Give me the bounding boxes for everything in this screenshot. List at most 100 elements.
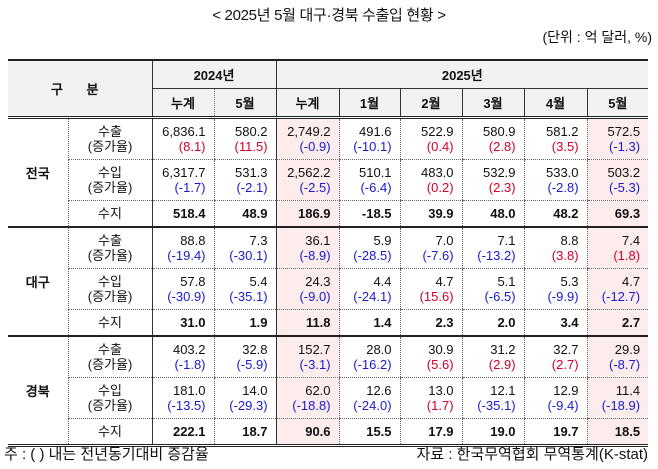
table-row-national-export: 전국 수출 (증가율) 6,836.1 (8.1) 580.2 (11.5) 2,749.2(… xyxy=(8,117,649,228)
import-cell: 57.8 (-30.9) xyxy=(151,268,215,310)
export-value: 7.3 xyxy=(249,233,268,248)
import-growth-rate: (0.2) xyxy=(426,180,454,195)
export-value: 32.8 xyxy=(242,342,268,357)
import-cell: 5.3 (-9.9) xyxy=(523,268,588,310)
import-value: 4.7 xyxy=(622,274,641,289)
export-cell: 7.3 (-30.1) xyxy=(213,227,277,269)
export-cell: 7.1 (-13.2) xyxy=(461,227,525,269)
import-value: 12.9 xyxy=(553,383,579,398)
import-label: 수입 (증가율) xyxy=(68,159,153,201)
import-cell: 181.0 (-13.5) xyxy=(151,377,215,419)
import-growth-rate: (-6.5) xyxy=(484,289,516,304)
source-note: 자료 : 한국무역협회 무역통계(K-stat) xyxy=(416,446,648,463)
header-col-2025-apr: 4월 xyxy=(523,88,588,118)
balance-value: 19.0 xyxy=(461,418,525,446)
export-value: 7.0 xyxy=(435,233,454,248)
balance-value: 48.0 xyxy=(461,200,525,228)
export-cell: 2,749.2 (-0.9) xyxy=(275,117,340,160)
import-growth-rate: (-18.9) xyxy=(601,398,641,413)
export-value: 6,836.1 xyxy=(162,124,206,139)
table-row-daegu-export: 대구 수출 (증가율) 88.8 (-19.4) 7.3 (-30.1) 36.1 (-8.9)… xyxy=(8,227,649,337)
trade-table: 구 분 2024년 2025년 누계 5월 누계 1월 2월 3월 4월 5월 … xyxy=(8,59,649,447)
export-growth-rate: (-16.2) xyxy=(353,357,392,372)
import-cell: 5.4 (-35.1) xyxy=(213,268,277,310)
import-value: 5.3 xyxy=(560,274,579,289)
export-value: 491.6 xyxy=(358,124,392,139)
balance-value: 222.1 xyxy=(151,418,215,446)
import-cell: 13.0 (1.7) xyxy=(399,377,463,419)
table-row-gyeongbuk-export: 경북 수출 (증가율) 403.2 (-1.8) 32.8 (-5.9) 152.7 (-3.1… xyxy=(8,336,649,447)
import-growth-rate: (-29.3) xyxy=(229,398,268,413)
export-value: 36.1 xyxy=(305,233,331,248)
import-value: 531.3 xyxy=(234,165,268,180)
export-growth-rate: (8.1) xyxy=(178,139,206,154)
table-row-gyeongbuk-balance: 수지 222.1 18.7 90.6 15.5 17.9 19.0 19.7 18.5 xyxy=(8,418,649,446)
export-growth-rate: (-10.1) xyxy=(353,139,392,154)
import-cell: 11.4 (-18.9) xyxy=(586,377,649,419)
import-value: 5.4 xyxy=(249,274,268,289)
import-value: 62.0 xyxy=(305,383,331,398)
import-cell: 531.3 (-2.1) xyxy=(213,159,277,201)
balance-value: 18.5 xyxy=(586,418,649,446)
import-growth-rate: (-9.4) xyxy=(547,398,579,413)
balance-value: 69.3 xyxy=(586,200,649,228)
table-title: < 2025년 5월 대구·경북 수출입 현황 > xyxy=(212,7,446,24)
export-value: 5.9 xyxy=(373,233,392,248)
balance-value: 2.3 xyxy=(399,309,463,337)
balance-label: 수지 xyxy=(68,418,153,446)
export-cell: 580.2 (11.5) xyxy=(213,117,277,160)
export-cell: 36.1 (-8.9) xyxy=(275,227,340,269)
import-label-text: 수입 xyxy=(98,383,122,398)
header-col-2025-feb: 2월 xyxy=(399,88,463,118)
export-value: 581.2 xyxy=(545,124,579,139)
import-growth-rate: (-35.1) xyxy=(477,398,516,413)
export-value: 29.9 xyxy=(614,342,641,357)
export-cell: 580.9 (2.8) xyxy=(461,117,525,160)
import-growth-rate: (-2.1) xyxy=(236,180,268,195)
export-cell: 7.0 (-7.6) xyxy=(399,227,463,269)
import-growth-rate: (-13.5) xyxy=(167,398,206,413)
balance-label: 수지 xyxy=(68,200,153,228)
import-growth-rate: (-12.7) xyxy=(601,289,641,304)
import-cell: 24.3 (-9.0) xyxy=(275,268,340,310)
import-cell: 2,562.2 (-2.5) xyxy=(275,159,340,201)
export-value: 88.8 xyxy=(180,233,206,248)
import-value: 11.4 xyxy=(615,383,641,398)
balance-value: 90.6 xyxy=(275,418,340,446)
export-growth-rate: (3.5) xyxy=(551,139,579,154)
import-value: 57.8 xyxy=(180,274,206,289)
balance-value: 17.9 xyxy=(399,418,463,446)
export-growth-rate: (-30.1) xyxy=(229,248,268,263)
import-growth-rate: (-6.4) xyxy=(360,180,392,195)
import-growth-rate: (-1.7) xyxy=(174,180,206,195)
export-cell: 8.8 (3.8) xyxy=(523,227,588,269)
import-cell: 483.0 (0.2) xyxy=(399,159,463,201)
region-label-daegu: 대구 xyxy=(8,227,69,337)
balance-value: 3.4 xyxy=(523,309,588,337)
import-cell: 4.4 (-24.1) xyxy=(338,268,401,310)
export-growth-rate: (-3.1) xyxy=(299,357,331,372)
balance-value: 15.5 xyxy=(338,418,401,446)
export-cell: 30.9 (5.6) xyxy=(399,336,463,378)
import-value: 12.1 xyxy=(490,383,516,398)
balance-value: 1.4 xyxy=(338,309,401,337)
export-cell: 152.7 (-3.1) xyxy=(275,336,340,378)
export-growth-rate: (2.8) xyxy=(488,139,516,154)
import-value: 14.0 xyxy=(242,383,268,398)
table-row-daegu-import: 수입 (증가율) 57.8 (-30.9) 5.4 (-35.1) 24.3 (-9.0) 4.… xyxy=(8,268,649,310)
import-growth-rate: (-5.3) xyxy=(609,180,641,195)
import-growth-rate: (-30.9) xyxy=(167,289,206,304)
import-cell: 6,317.7 (-1.7) xyxy=(151,159,215,201)
export-growth-rate: (5.6) xyxy=(426,357,454,372)
export-value: 28.0 xyxy=(366,342,392,357)
header-col-2025-jan: 1월 xyxy=(338,88,401,118)
import-cell: 12.6 (-24.0) xyxy=(338,377,401,419)
import-label-text: 수입 xyxy=(98,274,122,289)
table-row-national-import: 수입 (증가율) 6,317.7 (-1.7) 531.3 (-2.1) 2,562.2 (-… xyxy=(8,159,649,201)
export-label-text: 수출 xyxy=(98,233,122,248)
rate-label-text: (증가율) xyxy=(87,357,133,372)
export-cell: 88.8 (-19.4) xyxy=(151,227,215,269)
export-value: 31.2 xyxy=(490,342,516,357)
import-growth-rate: (-24.1) xyxy=(353,289,392,304)
export-growth-rate: (11.5) xyxy=(234,139,268,154)
